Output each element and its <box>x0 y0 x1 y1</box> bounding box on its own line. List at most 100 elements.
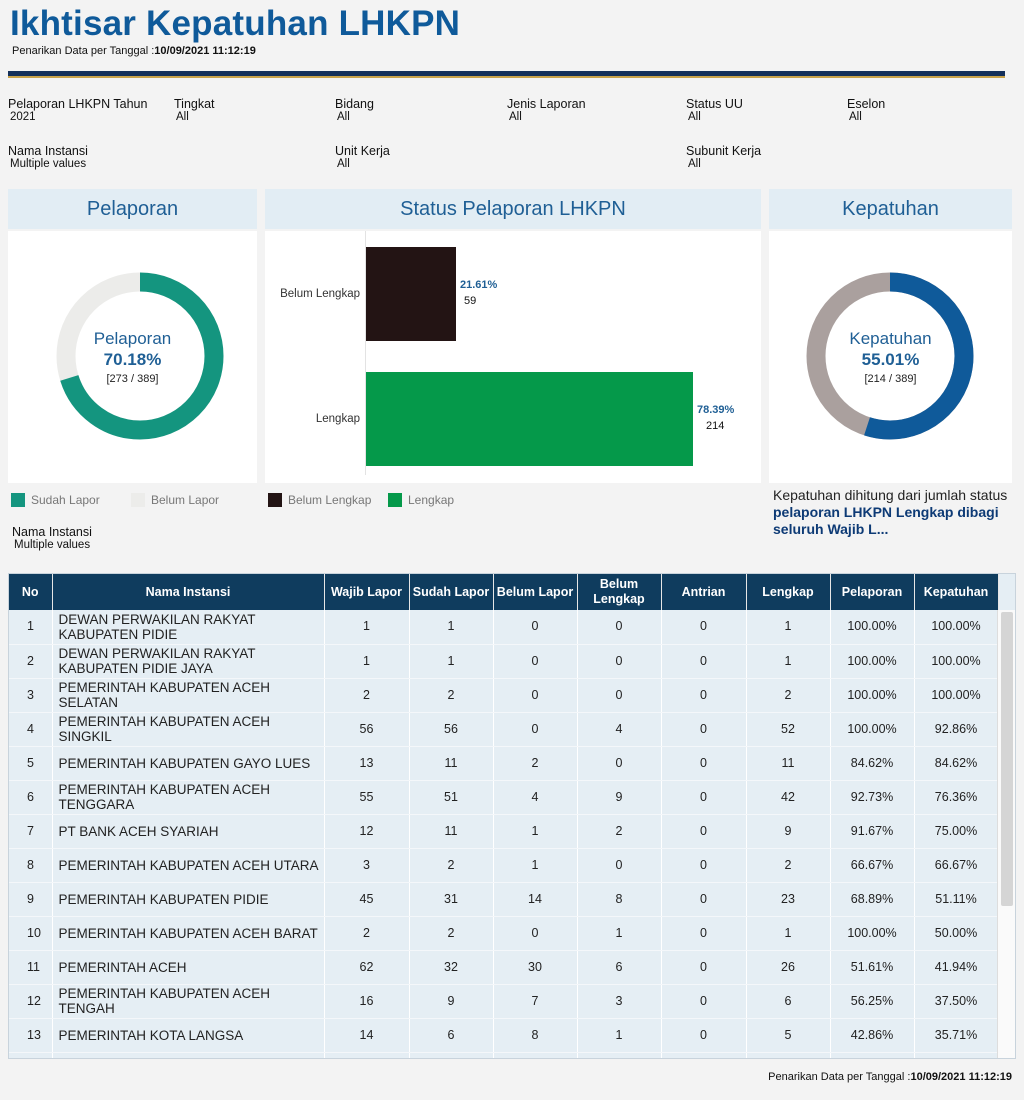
table-cell: 0 <box>493 644 578 679</box>
table-cell: 1 <box>409 610 494 645</box>
table-cell: 45 <box>324 882 410 917</box>
column-header-kepatuhan[interactable]: Kepatuhan <box>914 574 999 610</box>
table-cell: 55 <box>324 780 410 815</box>
legend-belum-lengkap[interactable]: Belum Lengkap <box>268 493 371 507</box>
table-cell <box>914 1052 999 1058</box>
table-row[interactable]: 14PEMERINTAH KOTA SUBULUSSALAM <box>9 1052 999 1058</box>
table-cell <box>830 1052 915 1058</box>
table-cell: 8 <box>9 848 53 883</box>
table-cell: 2 <box>9 644 53 679</box>
column-header-belum-lengkap[interactable]: Belum Lengkap <box>577 574 662 610</box>
table-cell: PEMERINTAH ACEH <box>52 950 325 985</box>
table-row[interactable]: 5 PEMERINTAH KABUPATEN GAYO LUES 13 11 2 0 0 11… <box>9 746 999 781</box>
table-row[interactable]: 1 DEWAN PERWAKILAN RAKYAT KABUPATEN PIDIE… <box>9 610 999 645</box>
filter-nama-instansi[interactable]: Nama Instansi Multiple values <box>8 144 88 171</box>
filter-bidang[interactable]: Bidang All <box>335 97 374 124</box>
table-cell: 1 <box>577 916 662 951</box>
table-row[interactable]: 6 PEMERINTAH KABUPATEN ACEH TENGGARA 55 51 4… <box>9 780 999 815</box>
column-header-belum-lapor[interactable]: Belum Lapor <box>493 574 578 610</box>
legend-belum-lapor[interactable]: Belum Lapor <box>131 493 219 507</box>
legend-label: Belum Lapor <box>151 493 220 507</box>
table-scrollbar-thumb[interactable] <box>1001 612 1013 906</box>
table-cell: 41.94% <box>914 950 999 985</box>
table-cell: 9 <box>577 780 662 815</box>
column-header-no[interactable]: No <box>9 574 53 610</box>
table-row[interactable]: 11 PEMERINTAH ACEH 62 32 30 6 0 26 51.61% 41.94% <box>9 950 999 985</box>
bar-category-label: Belum Lengkap <box>280 288 360 300</box>
table-cell: 56 <box>324 712 410 747</box>
table-row[interactable]: 12 PEMERINTAH KABUPATEN ACEH TENGAH 16 9 7 3 0… <box>9 984 999 1019</box>
table-cell: PEMERINTAH KABUPATEN ACEH SELATAN <box>52 678 325 713</box>
table-cell: 9 <box>409 984 494 1019</box>
table-cell: 68.89% <box>830 882 915 917</box>
table-row[interactable]: 10 PEMERINTAH KABUPATEN ACEH BARAT 2 2 0 1 0 1 1… <box>9 916 999 951</box>
table-cell: 0 <box>577 610 662 645</box>
table-cell <box>746 1052 831 1058</box>
filter-tingkat[interactable]: Tingkat All <box>174 97 215 124</box>
table-cell: 100.00% <box>830 916 915 951</box>
column-header-lengkap[interactable]: Lengkap <box>746 574 831 610</box>
column-header-sudah-lapor[interactable]: Sudah Lapor <box>409 574 494 610</box>
table-row[interactable]: 3 PEMERINTAH KABUPATEN ACEH SELATAN 2 2 0 0 0 2… <box>9 678 999 713</box>
column-header-pelaporan[interactable]: Pelaporan <box>830 574 915 610</box>
table-cell: 0 <box>661 780 747 815</box>
filter-status-uu[interactable]: Status UU All <box>686 97 743 124</box>
page-title: Ikhtisar Kepatuhan LHKPN <box>10 4 461 43</box>
table-row[interactable]: 13 PEMERINTAH KOTA LANGSA 14 6 8 1 0 5 42.86% 35.… <box>9 1018 999 1053</box>
table-cell: 4 <box>9 712 53 747</box>
table-cell: 5 <box>9 746 53 781</box>
table-cell: 26 <box>746 950 831 985</box>
column-header-antrian[interactable]: Antrian <box>661 574 747 610</box>
table-cell: 14 <box>324 1018 410 1053</box>
table-cell: PEMERINTAH KABUPATEN ACEH TENGGARA <box>52 780 325 815</box>
filter-unit-kerja[interactable]: Unit Kerja All <box>335 144 390 171</box>
data-pull-timestamp-footer: Penarikan Data per Tanggal :10/09/2021 1… <box>768 1071 1012 1083</box>
kepatuhan-donut-filled[interactable] <box>806 272 974 440</box>
table-cell: 0 <box>661 950 747 985</box>
table-cell: PEMERINTAH KABUPATEN ACEH TENGAH <box>52 984 325 1019</box>
table-cell: 1 <box>577 1018 662 1053</box>
donut-center-percent: 70.18% <box>103 350 162 369</box>
table-row[interactable]: 8 PEMERINTAH KABUPATEN ACEH UTARA 3 2 1 0 0 2 66… <box>9 848 999 883</box>
table-cell: 2 <box>409 848 494 883</box>
filter-subunit-kerja[interactable]: Subunit Kerja All <box>686 144 761 171</box>
table-cell: 100.00% <box>914 610 999 645</box>
kepatuhan-card: Kepatuhan 55.01% [214 / 389] <box>769 231 1012 483</box>
legend-sudah-lapor[interactable]: Sudah Lapor <box>11 493 100 507</box>
table-row[interactable]: 4 PEMERINTAH KABUPATEN ACEH SINGKIL 56 56 0 4… <box>9 712 999 747</box>
table-cell: 7 <box>9 814 53 849</box>
column-header-wajib-lapor[interactable]: Wajib Lapor <box>324 574 410 610</box>
legend-swatch <box>11 493 25 507</box>
table-row[interactable]: 2 DEWAN PERWAKILAN RAKYAT KABUPATEN PIDIE… <box>9 644 999 679</box>
table-cell: 0 <box>661 916 747 951</box>
table-cell: PEMERINTAH KABUPATEN PIDIE <box>52 882 325 917</box>
pelaporan-card: Pelaporan 70.18% [273 / 389] <box>8 231 257 483</box>
table-row[interactable]: 7 PT BANK ACEH SYARIAH 12 11 1 2 0 9 91.67% 75.00… <box>9 814 999 849</box>
table-cell: 0 <box>661 848 747 883</box>
table-cell: 2 <box>746 848 831 883</box>
pelaporan-donut-filled[interactable] <box>56 272 224 440</box>
legend-lengkap[interactable]: Lengkap <box>388 493 454 507</box>
bar-belum-lengkap[interactable] <box>366 247 456 341</box>
bar-lengkap[interactable] <box>366 372 693 466</box>
table-cell: 66.67% <box>830 848 915 883</box>
filter-jenis-laporan[interactable]: Jenis Laporan All <box>507 97 586 124</box>
table-cell: 2 <box>409 678 494 713</box>
column-header-nama-instansi[interactable]: Nama Instansi <box>52 574 325 610</box>
filter-tahun[interactable]: Pelaporan LHKPN Tahun 2021 <box>8 97 147 124</box>
table-cell: PT BANK ACEH SYARIAH <box>52 814 325 849</box>
compliance-table: No Nama Instansi Wajib Lapor Sudah Lapor… <box>8 573 1016 1059</box>
legend-label: Belum Lengkap <box>288 493 372 507</box>
table-cell: PEMERINTAH KOTA LANGSA <box>52 1018 325 1053</box>
filter-label: Jenis Laporan <box>507 97 586 111</box>
table-cell: PEMERINTAH KOTA SUBULUSSALAM <box>52 1052 325 1058</box>
filter-label: Nama Instansi <box>12 525 92 539</box>
table-cell: 13 <box>324 746 410 781</box>
filter-eselon[interactable]: Eselon All <box>847 97 885 124</box>
filter-nama-instansi-table[interactable]: Nama Instansi Multiple values <box>12 525 92 552</box>
table-cell <box>324 1052 410 1058</box>
table-scrollbar[interactable] <box>997 610 1015 1058</box>
table-row[interactable]: 9 PEMERINTAH KABUPATEN PIDIE 45 31 14 8 0 23 68.… <box>9 882 999 917</box>
filter-label: Eselon <box>847 97 886 111</box>
table-cell: 75.00% <box>914 814 999 849</box>
